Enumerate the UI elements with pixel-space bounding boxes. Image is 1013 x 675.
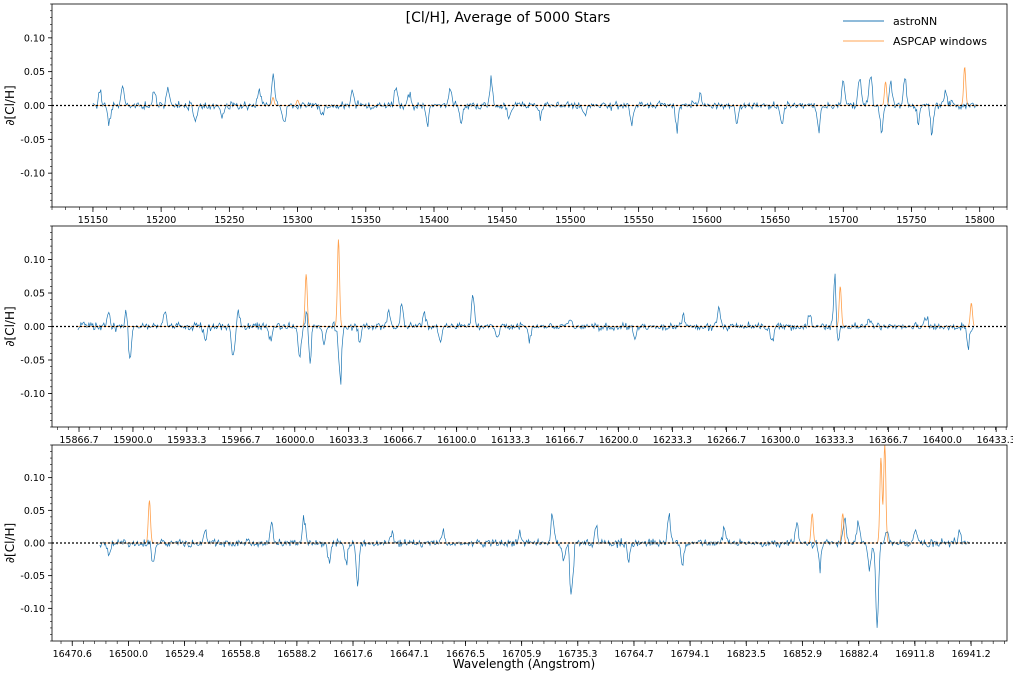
- x-tick-label: 16333.3: [815, 435, 854, 446]
- x-tick-label: 15250: [214, 215, 244, 226]
- x-tick-label: 16433.3: [977, 435, 1013, 446]
- x-tick-label: 16100.0: [437, 435, 476, 446]
- series-astroNN-panel-1: [92, 73, 979, 136]
- y-axis-label: ∂[Cl/H]: [3, 523, 17, 563]
- x-tick-label: 16823.5: [727, 649, 766, 660]
- panel-2: 0.10 0.05 0.00 -0.05 -0.10 15866.7 15900.0 1593…: [3, 225, 1013, 446]
- x-tick-label: 16200.0: [599, 435, 638, 446]
- x-tick-label: 15900.0: [113, 435, 152, 446]
- x-tick-label: 16911.8: [895, 649, 934, 660]
- x-tick-label: 15150: [78, 215, 108, 226]
- x-tick-label: 16882.4: [839, 649, 878, 660]
- x-tick-label: 16676.5: [446, 649, 485, 660]
- y-tick-label: -0.05: [20, 571, 45, 582]
- y-tick-label: -0.10: [20, 169, 45, 180]
- x-tick-label: 16852.9: [783, 649, 822, 660]
- x-tick-label: 15966.7: [221, 435, 260, 446]
- x-tick-label: 16366.7: [869, 435, 908, 446]
- legend-label-astroNN: astroNN: [893, 15, 937, 28]
- panels: 0.10 0.05 0.00 -0.05 -0.10 15150 15200 15250 153…: [3, 3, 1013, 660]
- series-aspcap-panel-3: [99, 445, 969, 544]
- y-tick-label: 0.10: [24, 255, 45, 266]
- x-tick-label: 15800: [965, 215, 995, 226]
- x-tick-label: 16233.3: [653, 435, 692, 446]
- y-tick-label: 0.10: [24, 33, 45, 44]
- legend-label-aspcap: ASPCAP windows: [893, 35, 987, 48]
- panel-3: 0.10 0.05 0.00 -0.05 -0.10 16470.6 16500.0 1652…: [3, 444, 1008, 660]
- x-tick-label: 15200: [146, 215, 176, 226]
- y-tick-label: -0.05: [20, 356, 45, 367]
- legend: astroNN ASPCAP windows: [843, 15, 987, 48]
- x-tick-label: 16066.7: [383, 435, 422, 446]
- series-aspcap-panel-2: [77, 239, 975, 327]
- x-tick-label: 15866.7: [59, 435, 98, 446]
- y-tick-label: 0.00: [24, 322, 45, 333]
- x-tick-label: 16033.3: [329, 435, 368, 446]
- x-tick-label: 16558.8: [221, 649, 260, 660]
- x-tick-label: 16588.2: [277, 649, 316, 660]
- x-tick-label: 15650: [760, 215, 790, 226]
- y-axis-label: ∂[Cl/H]: [3, 306, 17, 346]
- y-tick-label: -0.10: [20, 604, 45, 615]
- y-tick-label: -0.05: [20, 135, 45, 146]
- x-tick-label: 15300: [282, 215, 312, 226]
- x-tick-label: 16300.0: [761, 435, 800, 446]
- y-tick-label: 0.10: [24, 473, 45, 484]
- x-tick-label: 16941.2: [951, 649, 990, 660]
- x-tick-label: 16133.3: [491, 435, 530, 446]
- x-tick-label: 16735.3: [558, 649, 597, 660]
- x-tick-label: 16400.0: [923, 435, 962, 446]
- x-tick-label: 15750: [896, 215, 926, 226]
- x-tick-label: 16705.9: [502, 649, 541, 660]
- x-tick-label: 15500: [555, 215, 585, 226]
- x-tick-label: 16000.0: [275, 435, 314, 446]
- y-tick-label: -0.10: [20, 389, 45, 400]
- y-tick-label: 0.05: [24, 67, 45, 78]
- x-tick-label: 15400: [419, 215, 449, 226]
- x-tick-label: 16617.6: [333, 649, 372, 660]
- x-axis-label: Wavelength (Angstrom): [453, 657, 595, 671]
- x-tick-label: 15700: [828, 215, 858, 226]
- x-tick-label: 15933.3: [167, 435, 206, 446]
- x-tick-label: 15600: [692, 215, 722, 226]
- x-tick-label: 16166.7: [545, 435, 584, 446]
- x-tick-label: 16470.6: [53, 649, 92, 660]
- x-tick-label: 16794.1: [670, 649, 709, 660]
- x-tick-label: 16529.4: [165, 649, 204, 660]
- x-tick-label: 16266.7: [707, 435, 746, 446]
- series-astroNN-panel-3: [99, 513, 970, 628]
- x-tick-label: 16647.1: [390, 649, 429, 660]
- x-tick-label: 16764.7: [614, 649, 653, 660]
- x-tick-label: 15350: [351, 215, 381, 226]
- y-tick-label: 0.05: [24, 289, 45, 300]
- y-tick-label: 0.00: [24, 539, 45, 550]
- x-tick-label: 15450: [487, 215, 517, 226]
- series-astroNN-panel-2: [77, 273, 974, 385]
- x-tick-label: 16500.0: [109, 649, 148, 660]
- y-tick-label: 0.05: [24, 506, 45, 517]
- chart-title: [Cl/H], Average of 5000 Stars: [406, 10, 611, 26]
- x-tick-label: 15550: [624, 215, 654, 226]
- y-axis-label: ∂[Cl/H]: [3, 85, 17, 125]
- y-tick-label: 0.00: [24, 101, 45, 112]
- panel-1: 0.10 0.05 0.00 -0.05 -0.10 15150 15200 15250 153…: [3, 3, 1008, 226]
